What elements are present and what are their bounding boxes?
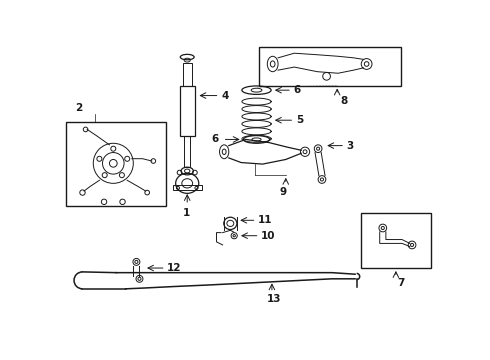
Text: 13: 13 xyxy=(268,294,282,304)
Text: 4: 4 xyxy=(221,91,228,100)
Bar xyxy=(361,213,431,268)
Bar xyxy=(184,136,190,167)
Text: 11: 11 xyxy=(258,215,272,225)
Text: 12: 12 xyxy=(167,263,182,273)
Text: 1: 1 xyxy=(183,208,190,217)
Bar xyxy=(172,185,202,190)
Text: 6: 6 xyxy=(294,85,301,95)
Bar xyxy=(183,63,192,86)
Bar xyxy=(179,86,195,136)
Text: 8: 8 xyxy=(340,96,347,106)
Bar xyxy=(259,47,401,86)
Text: 2: 2 xyxy=(75,103,82,113)
Text: 9: 9 xyxy=(280,187,287,197)
Text: 5: 5 xyxy=(296,115,303,125)
Bar xyxy=(66,122,166,206)
Text: 10: 10 xyxy=(261,231,276,241)
Text: 3: 3 xyxy=(346,141,354,150)
Text: 6: 6 xyxy=(212,134,219,144)
Text: 7: 7 xyxy=(397,278,405,288)
